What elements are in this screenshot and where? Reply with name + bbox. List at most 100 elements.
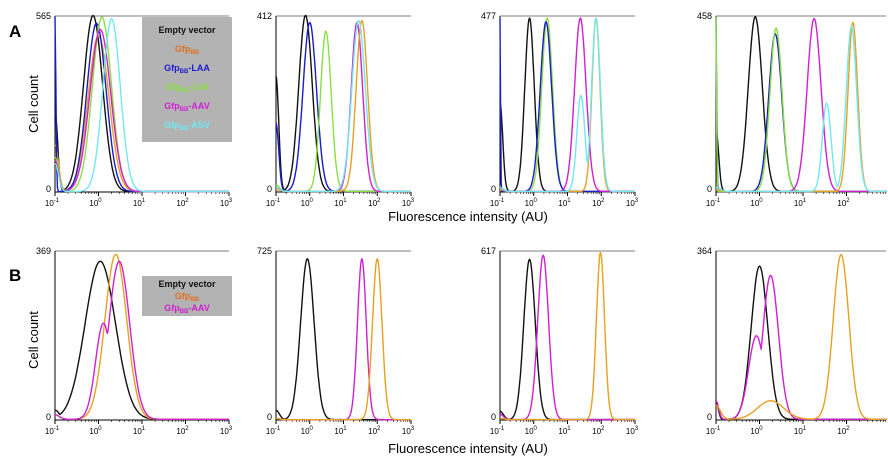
legend-a-item-4: GfpBB-ASV: [164, 120, 210, 132]
legend-a-item-1-sub: BB: [180, 69, 189, 75]
y-zero-label: 0: [267, 184, 272, 194]
row-a-y-axis-label: Cell count: [26, 75, 41, 133]
row-b-x-axis-label: Fluorescence intensity (AU): [388, 441, 548, 456]
legend-a-item-3: GfpBB-AAV: [164, 101, 210, 113]
legend-a-item-4-suffix: -ASV: [188, 120, 210, 130]
series-line-1: [275, 21, 412, 193]
legend-a: Empty vector GfpBB GfpBB-LAA GfpBB-LVA G…: [142, 17, 232, 142]
legend-b-item-0: GfpBB: [175, 291, 200, 303]
legend-a-item-4-base: Gfp: [164, 120, 180, 130]
panel-b1: 369 0 10-1 100 101 102 103: [36, 246, 233, 436]
legend-a-item-0: GfpBB: [175, 44, 200, 56]
x-tick-label: 10-1: [490, 426, 505, 436]
x-tick-label: 101: [133, 198, 146, 208]
series-line-0: [275, 258, 412, 421]
legend-a-item-0-base: Gfp: [175, 44, 191, 54]
series-line-1: [715, 274, 887, 420]
x-tick-label: 102: [592, 198, 605, 208]
x-tick-label: 100: [301, 198, 314, 208]
x-tick-label: 101: [558, 198, 571, 208]
x-tick-label: 100: [525, 426, 538, 436]
legend-b-item-1-suffix: -AAV: [188, 303, 209, 313]
y-max-label: 565: [36, 11, 51, 21]
x-tick-label: 10-1: [45, 198, 60, 208]
x-tick-label: 102: [176, 198, 189, 208]
legend-b: Empty vector GfpBB GfpBB-AAV: [142, 276, 232, 316]
x-tick-label: 102: [368, 426, 381, 436]
x-tick-label: 103: [402, 426, 415, 436]
legend-a-item-1-suffix: -LAA: [188, 63, 210, 73]
legend-a-item-4-sub: BB: [180, 126, 189, 132]
x-tick-label: 10-1: [266, 426, 281, 436]
legend-b-item-0-sub: BB: [190, 297, 199, 303]
row-a-letter: A: [9, 22, 21, 41]
x-tick-label: 10-1: [706, 426, 721, 436]
x-tick-label: 10-1: [266, 198, 281, 208]
x-tick-label: 101: [334, 198, 347, 208]
series-line-2: [54, 260, 229, 420]
x-tick-label: 103: [220, 426, 233, 436]
series-line-1: [499, 254, 636, 421]
panel-a4: 458 0 10-1 100 101 102: [697, 11, 887, 208]
x-tick-label: 102: [592, 426, 605, 436]
y-max-label: 477: [481, 11, 496, 21]
y-zero-label: 0: [267, 412, 272, 422]
legend-a-title: Empty vector: [158, 25, 216, 35]
series-line-0: [715, 265, 887, 420]
x-tick-label: 100: [301, 426, 314, 436]
x-tick-label: 103: [402, 198, 415, 208]
legend-b-box: [142, 276, 232, 316]
legend-a-item-1-base: Gfp: [164, 63, 180, 73]
panel-b3: 617 0 10-1 100 101 102 103: [481, 246, 639, 436]
series-line-2: [499, 251, 636, 421]
panel-a3: 477 0 10-1 100 101 102 103: [481, 11, 639, 208]
series-line-2: [715, 253, 887, 420]
y-zero-label: 0: [46, 412, 51, 422]
x-tick-label: 101: [794, 426, 807, 436]
series-line-5: [499, 17, 636, 193]
series-line-2: [275, 258, 412, 421]
legend-a-box: [142, 17, 232, 142]
x-tick-label: 102: [176, 426, 189, 436]
row-a-x-axis-label: Fluorescence intensity (AU): [388, 209, 548, 224]
legend-b-title: Empty vector: [158, 279, 216, 289]
y-zero-label: 0: [46, 184, 51, 194]
legend-a-item-2-suffix: -LVA: [189, 82, 209, 92]
legend-a-item-3-suffix: -AAV: [188, 101, 209, 111]
x-tick-label: 10-1: [490, 198, 505, 208]
y-max-label: 364: [697, 246, 712, 256]
legend-a-item-1: GfpBB-LAA: [164, 63, 210, 75]
legend-a-item-0-sub: BB: [190, 50, 199, 56]
x-tick-label: 10-1: [706, 198, 721, 208]
legend-a-item-3-sub: BB: [180, 107, 189, 113]
x-tick-label: 100: [750, 198, 763, 208]
x-tick-label: 103: [220, 198, 233, 208]
legend-a-item-2-base: Gfp: [165, 82, 181, 92]
panel-a1: 565 0 10-1 100 101 102 103: [36, 11, 233, 208]
x-tick-label: 100: [89, 426, 102, 436]
x-tick-label: 100: [89, 198, 102, 208]
legend-b-item-1-base: Gfp: [164, 303, 180, 313]
x-tick-label: 101: [133, 426, 146, 436]
x-tick-label: 102: [368, 198, 381, 208]
series-line-5: [54, 18, 229, 193]
row-b-y-axis-label: Cell count: [26, 311, 41, 369]
y-zero-label: 0: [491, 184, 496, 194]
y-zero-label: 0: [491, 412, 496, 422]
legend-a-item-2-sub: BB: [181, 88, 190, 94]
series-line-0: [499, 17, 636, 193]
series-line-0: [499, 258, 636, 421]
x-tick-label: 10-1: [45, 426, 60, 436]
x-tick-label: 101: [558, 426, 571, 436]
y-zero-label: 0: [707, 184, 712, 194]
y-max-label: 412: [257, 11, 272, 21]
x-tick-label: 102: [837, 198, 850, 208]
legend-a-item-3-base: Gfp: [164, 101, 180, 111]
x-tick-label: 100: [750, 426, 763, 436]
y-max-label: 369: [36, 246, 51, 256]
x-tick-label: 103: [626, 198, 639, 208]
y-max-label: 458: [697, 11, 712, 21]
y-zero-label: 0: [707, 412, 712, 422]
legend-b-item-0-base: Gfp: [175, 291, 191, 301]
